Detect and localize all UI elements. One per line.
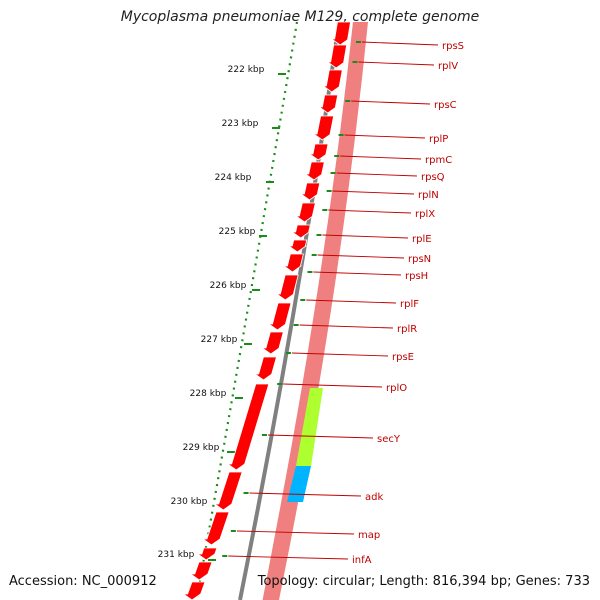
gene-track-band [262,22,368,600]
gene-arrow[interactable] [308,143,329,161]
gene-arrow[interactable] [317,94,339,114]
adk-highlight [287,466,311,502]
kbp-tick-label: 228 kbp [190,389,227,399]
minor-tick-ring [195,21,299,599]
gene-arrow[interactable] [282,253,304,273]
gene-label-rplE[interactable]: rplE [412,234,432,245]
gene-arrow[interactable] [330,21,351,46]
gene-leader-line [322,234,409,239]
gene-leader-line [291,352,389,357]
gene-leader-line [228,555,349,560]
gene-arrow[interactable] [201,511,230,546]
gene-arrow[interactable] [312,115,335,141]
gene-label-rplV[interactable]: rplV [438,61,458,72]
gene-leader-line [236,530,355,535]
gene-leader-line [358,61,435,66]
gene-arrow[interactable] [290,224,311,239]
gene-leader-line [332,190,415,195]
gene-label-rplF[interactable]: rplF [400,299,419,310]
track-separator [261,21,353,600]
gene-label-rpsH[interactable]: rpsH [405,271,428,282]
gene-leader-line [267,434,374,439]
genome-summary-text: Topology: circular; Length: 816,394 bp; … [257,574,590,589]
gene-arrow[interactable] [189,561,213,581]
gene-arrow[interactable] [253,356,278,381]
gene-arrow[interactable] [267,302,292,331]
gene-arrow[interactable] [275,274,299,301]
gene-leader-line [283,383,383,388]
gene-label-rplP[interactable]: rplP [429,134,448,145]
kbp-tick-label: 222 kbp [228,65,265,75]
gene-leader-line [328,209,412,214]
gene-arrow[interactable] [196,547,218,561]
gene-arrow[interactable] [299,182,321,201]
gene-leader-line [344,134,426,139]
gene-arrow[interactable] [321,69,343,93]
gene-label-rpsS[interactable]: rpsS [442,41,464,52]
secY-highlight [296,388,323,466]
gene-label-rpmC[interactable]: rpmC [425,155,452,166]
gene-arrow[interactable] [294,202,316,223]
gene-leader-line [313,271,402,276]
kbp-tick-label: 223 kbp [222,119,259,129]
gene-arrow[interactable] [326,44,348,69]
gene-leader-line [317,254,405,259]
gene-label-rpsN[interactable]: rpsN [408,254,431,265]
gene-label-rplO[interactable]: rplO [386,383,407,394]
accession-text: Accession: NC_000912 [9,574,157,589]
gene-leader-line [306,299,397,304]
gene-label-map[interactable]: map [358,530,380,541]
gene-label-rpsE[interactable]: rpsE [392,352,414,363]
gene-label-infA[interactable]: infA [352,555,372,566]
gene-label-rplN[interactable]: rplN [418,190,439,201]
gene-arrow[interactable] [287,239,308,253]
kbp-tick-label: 227 kbp [201,335,238,345]
gene-leader-line [336,172,418,177]
gene-leader-line [299,324,394,329]
kbp-tick-label: 230 kbp [171,497,208,507]
gene-arrow[interactable] [304,161,325,181]
gene-label-rpsQ[interactable]: rpsQ [421,172,445,183]
kbp-tick-label: 224 kbp [215,173,252,183]
gene-arrow[interactable] [226,383,270,471]
kbp-tick-label: 231 kbp [158,550,195,560]
gene-leader-line [361,41,439,46]
gene-label-adk[interactable]: adk [365,492,383,503]
kbp-tick-label: 226 kbp [210,281,247,291]
gene-arrow[interactable] [182,581,206,600]
gene-label-rpsC[interactable]: rpsC [434,100,457,111]
gene-leader-line [340,155,422,160]
gene-leader-line [351,100,431,105]
map-title: Mycoplasma pneumoniae M129, complete gen… [120,9,480,25]
kbp-tick-layer: 222 kbp 223 kbp 224 kbp 225 kbp 226 kbp 227 k… [158,21,299,599]
gene-arrow[interactable] [261,331,284,355]
gene-label-layer: rpsS rplV rpsC rplP rpmC rpsQ rplN rplX rplE rpsN… [222,41,464,566]
gene-track-layer [182,21,368,600]
kbp-tick-label: 229 kbp [183,443,220,453]
gene-label-secY[interactable]: secY [377,434,401,445]
gene-arrow[interactable] [213,471,243,511]
gene-label-rplX[interactable]: rplX [415,209,435,220]
gene-label-rplR[interactable]: rplR [397,324,417,335]
kbp-tick-label: 225 kbp [219,227,256,237]
gene-leader-line [249,492,362,497]
